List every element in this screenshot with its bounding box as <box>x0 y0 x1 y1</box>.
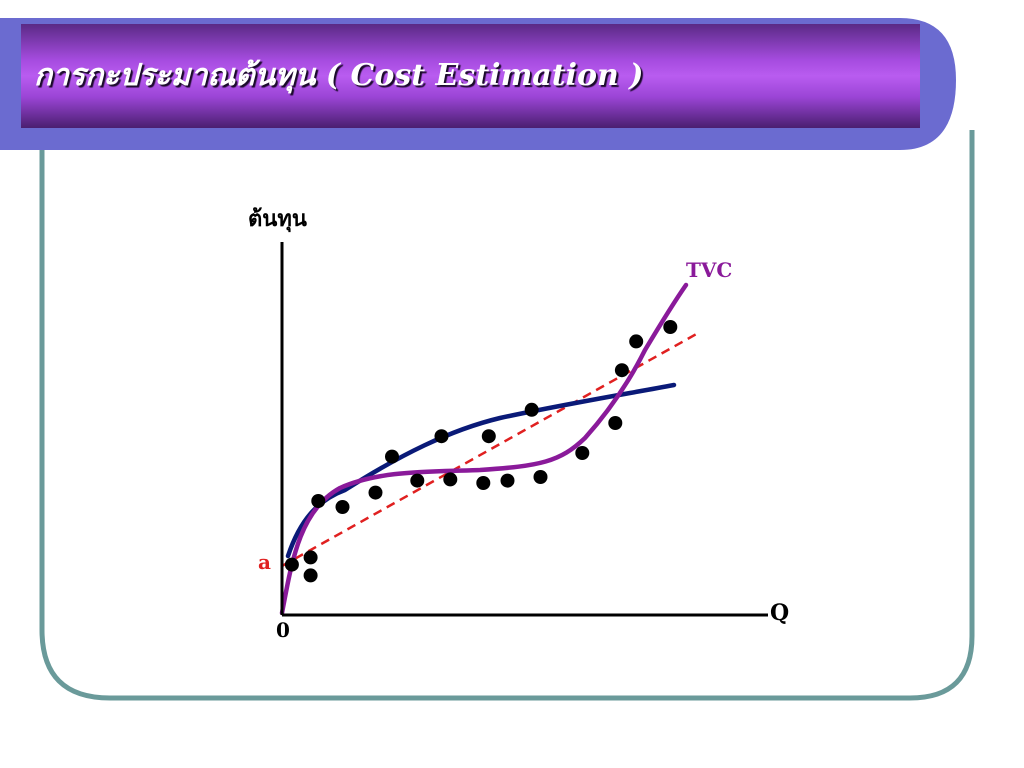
data-point-11 <box>476 476 491 490</box>
title-bar <box>21 24 920 128</box>
data-point-8 <box>410 473 425 488</box>
x-axis-label: Q <box>770 600 789 626</box>
data-point-10 <box>443 472 458 487</box>
data-point-13 <box>500 473 515 488</box>
data-point-16 <box>575 446 590 460</box>
linear-fit-line <box>281 330 701 568</box>
data-point-1 <box>284 557 299 572</box>
data-point-4 <box>311 494 326 508</box>
origin-label: 0 <box>276 618 290 642</box>
data-point-5 <box>335 500 350 514</box>
data-point-19 <box>629 334 644 349</box>
tvc-series-label: TVC <box>686 258 732 282</box>
data-point-2 <box>303 550 318 565</box>
content-frame-border <box>39 130 975 701</box>
y-axis-label: ต้นทุน <box>248 206 307 233</box>
data-point-14 <box>533 470 548 484</box>
data-point-17 <box>608 416 623 430</box>
intercept-label: a <box>258 550 271 574</box>
data-point-6 <box>368 485 383 500</box>
slide-title: การกะประมาณต้นทุน ( Cost Estimation ) <box>34 58 644 93</box>
data-point-12 <box>481 429 496 444</box>
data-point-20 <box>663 320 678 334</box>
data-point-15 <box>524 402 539 417</box>
chart-plot-area <box>279 282 701 616</box>
data-point-9 <box>434 429 449 444</box>
data-point-18 <box>614 363 629 378</box>
tvc-curve <box>279 282 689 616</box>
data-point-3 <box>303 568 318 583</box>
data-point-7 <box>385 449 399 464</box>
